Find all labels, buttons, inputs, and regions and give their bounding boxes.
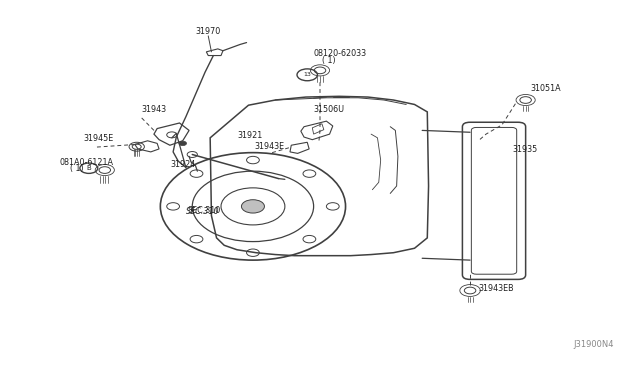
Text: 31506U: 31506U (314, 105, 345, 114)
Text: 31945E: 31945E (84, 134, 114, 143)
Text: 081A0-6121A: 081A0-6121A (60, 158, 113, 167)
Text: 31051A: 31051A (531, 84, 561, 93)
Text: SEC.310: SEC.310 (186, 207, 220, 216)
Text: 31943E: 31943E (254, 142, 284, 151)
Text: 31970: 31970 (196, 27, 221, 36)
Text: SEC.310: SEC.310 (187, 206, 220, 215)
Circle shape (179, 141, 186, 145)
Text: J31900N4: J31900N4 (573, 340, 614, 349)
Text: ( 1): ( 1) (322, 56, 335, 65)
Text: 31935: 31935 (513, 145, 538, 154)
Text: 13: 13 (303, 72, 311, 77)
Circle shape (241, 200, 264, 213)
Text: 31924: 31924 (170, 160, 195, 169)
Text: 08120-62033: 08120-62033 (314, 49, 367, 58)
Text: ( 1): ( 1) (70, 164, 83, 173)
Text: 31943EB: 31943EB (478, 285, 514, 294)
Text: B: B (86, 165, 91, 171)
Text: 31943: 31943 (141, 105, 166, 114)
Text: 31921: 31921 (237, 131, 262, 140)
